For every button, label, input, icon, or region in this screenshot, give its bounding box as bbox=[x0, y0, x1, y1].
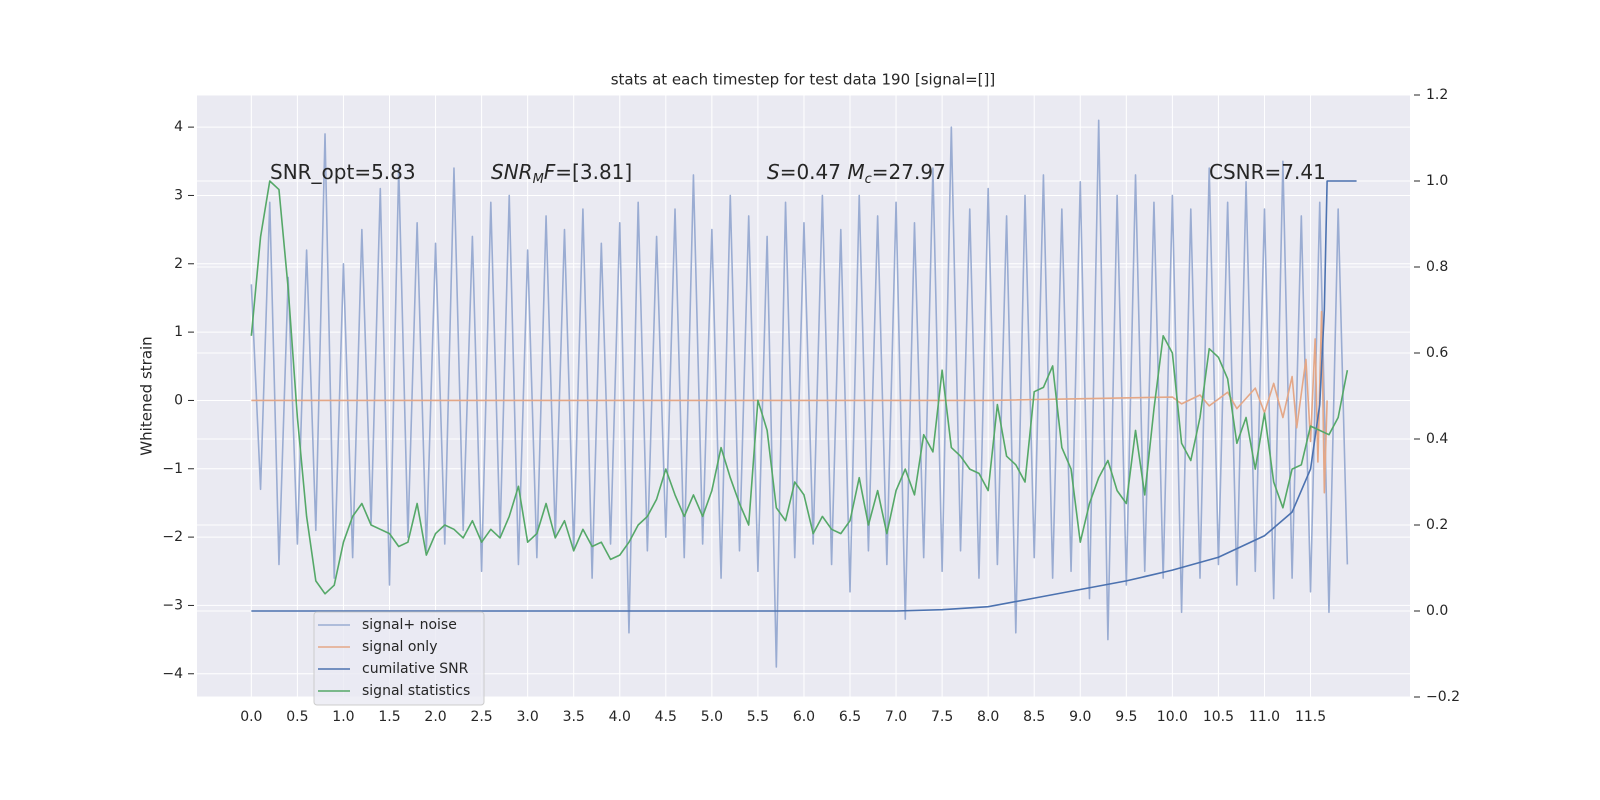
annotation-part: S bbox=[767, 160, 780, 184]
series-line bbox=[250, 119, 1349, 668]
x-tick-label: 3.0 bbox=[517, 709, 539, 725]
x-tick-label: 2.5 bbox=[470, 709, 492, 725]
x-tick-label: 8.0 bbox=[977, 709, 999, 725]
legend-label: signal only bbox=[362, 639, 437, 655]
y-tick-label: 0 bbox=[174, 392, 183, 408]
chart-title: stats at each timestep for test data 190… bbox=[611, 71, 996, 89]
annotation-part: =[3.81] bbox=[555, 160, 632, 184]
annotation-part: =27.97 bbox=[872, 160, 946, 184]
x-tick-label: 6.5 bbox=[839, 709, 861, 725]
y2-tick-label: 0.8 bbox=[1426, 259, 1448, 275]
x-tick-label: 9.0 bbox=[1069, 709, 1091, 725]
x-tick-label: 1.5 bbox=[378, 709, 400, 725]
x-tick-label: 10.0 bbox=[1157, 709, 1188, 725]
y-tick-label: 4 bbox=[174, 119, 183, 135]
y-axis-label: Whitened strain bbox=[138, 336, 156, 455]
annotation-part: =0.47 bbox=[780, 160, 848, 184]
annotation-part: M bbox=[847, 160, 864, 184]
x-tick-label: 11.0 bbox=[1249, 709, 1280, 725]
legend-label: signal statistics bbox=[362, 683, 470, 699]
y-tick-label: −1 bbox=[162, 461, 183, 477]
grid bbox=[197, 94, 1410, 698]
x-tick-label: 5.5 bbox=[747, 709, 769, 725]
annotation-part: CSNR=7.41 bbox=[1209, 160, 1326, 184]
series-line bbox=[250, 180, 1349, 595]
y2-tick-label: 0.6 bbox=[1426, 345, 1448, 361]
legend-label: cumilative SNR bbox=[362, 661, 469, 677]
x-tick-label: 7.5 bbox=[931, 709, 953, 725]
y-tick-label: 3 bbox=[174, 187, 183, 203]
y-tick-label: −3 bbox=[162, 597, 183, 613]
annotation: SNRMF=[3.81] bbox=[491, 160, 632, 187]
y2-tick-label: 0.4 bbox=[1426, 431, 1448, 447]
x-tick-label: 6.0 bbox=[793, 709, 815, 725]
x-tick-label: 7.0 bbox=[885, 709, 907, 725]
annotation-part: M bbox=[533, 172, 544, 187]
x-tick-label: 8.5 bbox=[1023, 709, 1045, 725]
annotation: CSNR=7.41 bbox=[1209, 160, 1326, 184]
x-tick-label: 9.5 bbox=[1115, 709, 1137, 725]
x-tick-label: 4.5 bbox=[655, 709, 677, 725]
annotation: SNR_opt=5.83 bbox=[270, 160, 416, 184]
x-tick-label: 2.0 bbox=[424, 709, 446, 725]
x-tick-label: 3.5 bbox=[563, 709, 585, 725]
series-layer bbox=[250, 119, 1357, 668]
annotation-part: SNR_opt=5.83 bbox=[270, 160, 416, 184]
x-tick-label: 0.5 bbox=[286, 709, 308, 725]
x-tick-label: 10.5 bbox=[1203, 709, 1234, 725]
legend-box bbox=[313, 611, 485, 706]
annotation-part: F bbox=[544, 160, 556, 184]
y-tick-label: −2 bbox=[162, 529, 183, 545]
y2-tick-label: 1.0 bbox=[1426, 173, 1448, 189]
y2-tick-label: 0.0 bbox=[1426, 603, 1448, 619]
y2-tick-label: 0.2 bbox=[1426, 517, 1448, 533]
legend-label: signal+ noise bbox=[362, 617, 457, 633]
x-tick-label: 11.5 bbox=[1295, 709, 1326, 725]
annotation: S=0.47 Mc=27.97 bbox=[767, 160, 946, 187]
x-tick-label: 4.0 bbox=[609, 709, 631, 725]
annotation-part: SNR bbox=[491, 160, 533, 184]
y2-tick-label: 1.2 bbox=[1426, 87, 1448, 103]
x-tick-label: 0.0 bbox=[240, 709, 262, 725]
x-tick-label: 5.0 bbox=[701, 709, 723, 725]
y2-tick-label: −0.2 bbox=[1426, 689, 1460, 705]
annotation-part: c bbox=[865, 172, 872, 187]
series-line bbox=[251, 180, 1357, 612]
y-tick-label: −4 bbox=[162, 666, 183, 682]
legend: signal+ noise signal only cumilative SNR si… bbox=[313, 611, 485, 706]
x-tick-label: 1.0 bbox=[332, 709, 354, 725]
y-tick-label: 1 bbox=[174, 324, 183, 340]
y-tick-label: 2 bbox=[174, 256, 183, 272]
